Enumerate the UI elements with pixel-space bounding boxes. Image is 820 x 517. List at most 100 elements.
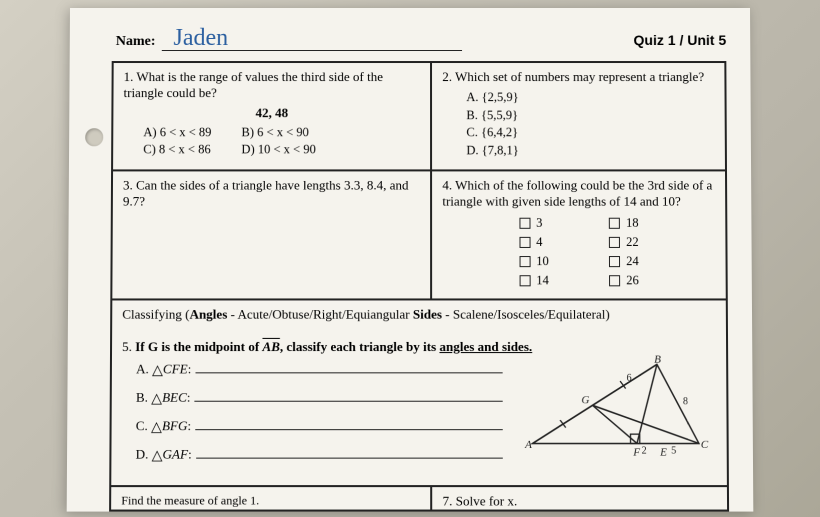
fig-label-c: C [701, 439, 709, 451]
answer-blank[interactable] [195, 401, 503, 402]
q5-num: 5. [122, 339, 132, 354]
q5-triname: BFG [162, 418, 188, 433]
quiz-title: Quiz 1 / Unit 5 [634, 32, 727, 48]
fig-mark-6: 6 [627, 373, 632, 384]
q5-text: If G is the midpoint of [135, 339, 262, 354]
q4-opt: 22 [609, 235, 639, 250]
q4-opt: 18 [609, 216, 639, 231]
q4-col-left: 3 4 10 14 [519, 216, 549, 289]
q4-opt-label: 3 [536, 216, 542, 231]
section5-head: Classifying (Angles - Acute/Obtuse/Right… [111, 299, 727, 332]
q3-body: Can the sides of a triangle have lengths… [123, 177, 409, 208]
binder-hole [85, 128, 103, 146]
q1-text: 1. What is the range of values the third… [123, 69, 420, 101]
q5-letter: D. [136, 446, 149, 461]
question-grid: 1. What is the range of values the third… [109, 61, 729, 512]
name-field: Name: Jaden [116, 26, 462, 51]
q3-cell: 3. Can the sides of a triangle have leng… [111, 170, 431, 299]
q4-opt: 14 [519, 273, 549, 288]
q2-cell: 2. Which set of numbers may represent a … [431, 62, 726, 170]
triangle-icon: △ [151, 392, 162, 407]
q6-text: Find the measure of angle 1. [121, 493, 259, 507]
q5-triname: BEC [162, 390, 187, 405]
checkbox-icon[interactable] [609, 256, 620, 267]
q4-opt-label: 4 [536, 235, 542, 250]
q4-opt: 4 [519, 235, 549, 250]
fig-label-e: E [659, 446, 667, 458]
q5-item: B. △BEC: [136, 390, 503, 408]
checkbox-icon[interactable] [519, 218, 530, 229]
q2-text: 2. Which set of numbers may represent a … [442, 69, 714, 85]
q1-choice-b: B) 6 < x < 90 [241, 125, 315, 140]
q4-opt: 24 [609, 254, 639, 269]
answer-blank[interactable] [195, 372, 502, 373]
fig-label-a: A [524, 439, 532, 451]
checkbox-icon[interactable] [519, 237, 530, 248]
q5-segment: AB [262, 339, 279, 354]
q2-num: 2. [442, 69, 452, 84]
q7-text: 7. Solve for x. [443, 493, 518, 508]
q5-under: angles and sides. [439, 339, 532, 354]
q1-choice-a: A) 6 < x < 89 [143, 125, 211, 140]
quiz-paper: Name: Jaden Quiz 1 / Unit 5 1. What is t… [67, 8, 754, 512]
triangle-figure: A B C E F G 6 8 2 5 [515, 355, 717, 467]
q4-opt-label: 14 [536, 273, 549, 288]
q1-cell: 1. What is the range of values the third… [112, 62, 431, 170]
section5-head-text: - Scalene/Isosceles/Equilateral) [442, 307, 610, 322]
section5-head-sides: Sides [413, 307, 442, 322]
fig-mark-5: 5 [671, 446, 676, 457]
q5-prompt: 5. If G is the midpoint of AB, classify … [122, 339, 716, 355]
name-label: Name: [116, 34, 156, 50]
q5-answers: A. △CFE: B. △BEC: C. △BFG: D. △GAF: [121, 355, 502, 475]
q1-choice-c: C) 8 < x < 86 [143, 142, 211, 157]
q4-opt-label: 10 [536, 254, 549, 269]
q5-text: , classify each triangle by its [280, 339, 440, 354]
q5-letter: B. [136, 390, 148, 405]
triangle-icon: △ [151, 420, 162, 435]
q5-letter: A. [136, 361, 149, 376]
q5-item: C. △BFG: [136, 418, 503, 436]
section5-head-text: - Acute/Obtuse/Right/Equiangular [227, 307, 413, 322]
q2-choice-c: C. {6,4,2} [466, 124, 714, 142]
q2-body: Which set of numbers may represent a tri… [455, 69, 704, 84]
q5-cell: 5. If G is the midpoint of AB, classify … [110, 333, 728, 486]
q4-opt-label: 24 [626, 254, 639, 269]
q3-num: 3. [123, 177, 133, 192]
q4-opt-label: 18 [626, 216, 639, 231]
section5-head-text: Classifying ( [122, 307, 189, 322]
q1-num: 1. [124, 69, 134, 84]
q2-choices: A. {2,5,9} B. {5,5,9} C. {6,4,2} D. {7,8… [466, 89, 715, 159]
fig-mark-8: 8 [683, 396, 688, 407]
fig-label-b: B [654, 355, 661, 365]
triangle-icon: △ [152, 363, 163, 378]
answer-blank[interactable] [195, 429, 503, 430]
q4-num: 4. [442, 177, 452, 192]
header: Name: Jaden Quiz 1 / Unit 5 [112, 26, 727, 51]
q1-body: What is the range of values the third si… [123, 69, 382, 100]
q2-choice-d: D. {7,8,1} [466, 142, 715, 160]
q2-choice-b: B. {5,5,9} [466, 107, 714, 125]
triangle-icon: △ [152, 448, 163, 463]
q5-item: D. △GAF: [136, 446, 503, 464]
answer-blank[interactable] [196, 458, 503, 459]
q1-choices: A) 6 < x < 89 C) 8 < x < 86 B) 6 < x < 9… [143, 125, 420, 157]
q1-choice-d: D) 10 < x < 90 [241, 142, 315, 157]
checkbox-icon[interactable] [519, 275, 530, 286]
q4-opt: 26 [609, 273, 639, 288]
q6-cell: Find the measure of angle 1. [110, 486, 431, 510]
fig-label-g: G [581, 394, 589, 406]
q4-col-right: 18 22 24 26 [609, 216, 639, 289]
q4-cell: 4. Which of the following could be the 3… [431, 170, 726, 299]
q5-letter: C. [136, 418, 148, 433]
q4-options: 3 4 10 14 18 22 24 26 [442, 216, 715, 289]
checkbox-icon[interactable] [519, 256, 530, 267]
q2-choice-a: A. {2,5,9} [466, 89, 714, 107]
q5-item: A. △CFE: [136, 361, 503, 379]
checkbox-icon[interactable] [609, 218, 620, 229]
checkbox-icon[interactable] [609, 275, 620, 286]
section5-head-angles: Angles [189, 307, 227, 322]
fig-mark-2: 2 [642, 446, 647, 457]
checkbox-icon[interactable] [609, 237, 620, 248]
q4-opt: 3 [519, 216, 549, 231]
name-value: Jaden [161, 26, 461, 51]
